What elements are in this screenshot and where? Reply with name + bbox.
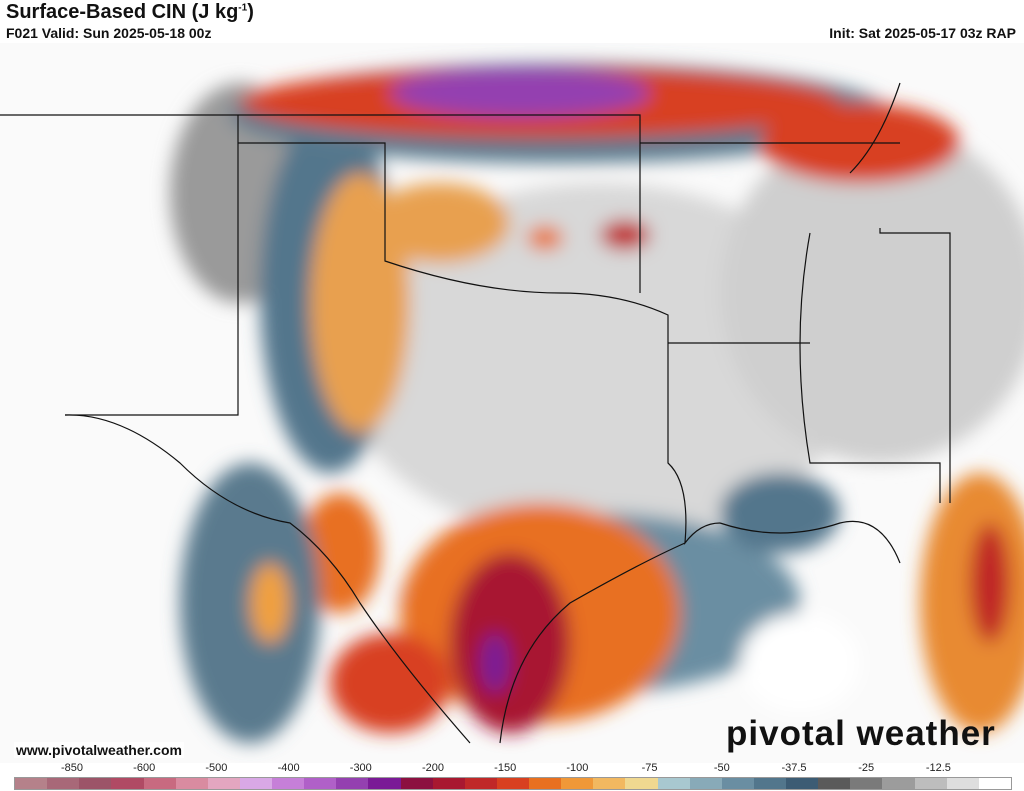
colorbar-swatch [818, 778, 851, 789]
colorbar-swatch [368, 778, 401, 789]
colorbar-label: -37.5 [781, 762, 807, 774]
colorbar-swatch [207, 778, 240, 789]
colorbar-swatch [496, 778, 529, 789]
colorbar-label: -300 [349, 762, 372, 774]
colorbar-swatch [786, 778, 819, 789]
colorbar-label: -12.5 [925, 762, 951, 774]
colorbar-label: -500 [205, 762, 228, 774]
colorbar-label: -200 [421, 762, 445, 774]
colorbar-swatch [336, 778, 369, 789]
weather-map [0, 43, 1024, 763]
colorbar-swatch [175, 778, 208, 789]
colorbar-swatch [850, 778, 883, 789]
colorbar-label: -600 [133, 762, 156, 774]
colorbar-swatch [111, 778, 144, 789]
colorbar-label: -150 [494, 762, 517, 774]
colorbar-swatch [400, 778, 433, 789]
colorbar-swatch [464, 778, 497, 789]
colorbar-label: -850 [60, 762, 84, 774]
pivotal-weather-logo: pivotal weather [726, 714, 996, 753]
colorbar-swatch [946, 778, 979, 789]
colorbar-swatch [304, 778, 337, 789]
state-borders [0, 82, 951, 744]
colorbar-swatch [143, 778, 176, 789]
colorbar-swatch [272, 778, 305, 789]
colorbar-swatch [239, 778, 272, 789]
colorbar [14, 777, 1012, 790]
colorbar-swatch [79, 778, 112, 789]
colorbar-label: -75 [641, 762, 658, 774]
colorbar-swatch [721, 778, 754, 789]
colorbar-label: -50 [713, 762, 730, 774]
map-title: Surface-Based CIN (J kg-1) [6, 1, 254, 23]
colorbar-swatch [593, 778, 626, 789]
colorbar-swatch [978, 778, 1011, 789]
colorbar-swatch [625, 778, 658, 789]
colorbar-swatch [432, 778, 465, 789]
website-url: www.pivotalweather.com [14, 742, 184, 758]
colorbar-label: -25 [858, 762, 875, 774]
colorbar-swatch [657, 778, 690, 789]
colorbar-swatch [47, 778, 80, 789]
colorbar-swatch [529, 778, 562, 789]
colorbar-swatch [689, 778, 722, 789]
colorbar-swatch [15, 778, 48, 789]
init-time: Init: Sat 2025-05-17 03z RAP [829, 25, 1016, 41]
colorbar-swatch [753, 778, 786, 789]
colorbar-swatch [561, 778, 594, 789]
colorbar-label: -400 [277, 762, 300, 774]
colorbar-swatch [914, 778, 947, 789]
colorbar-swatch [882, 778, 915, 789]
valid-time: F021 Valid: Sun 2025-05-18 00z [6, 25, 212, 41]
colorbar-label: -100 [566, 762, 589, 774]
